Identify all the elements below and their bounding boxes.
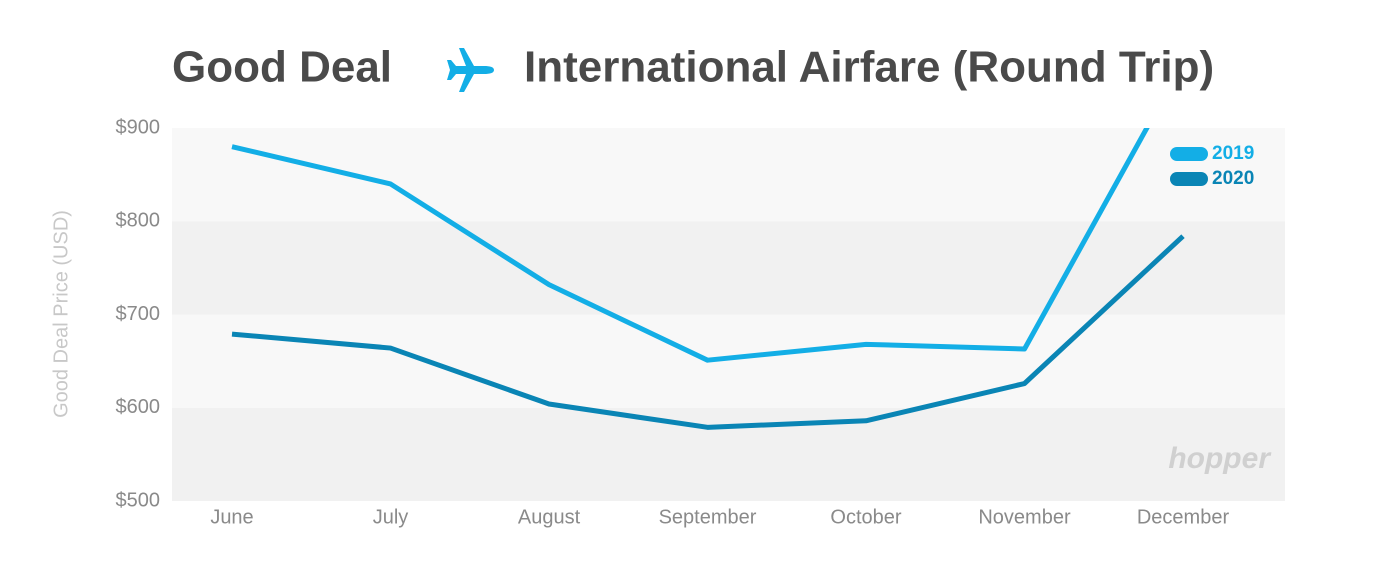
x-tick-label: July <box>373 506 409 528</box>
legend-swatch <box>1170 147 1208 161</box>
x-tick-label: November <box>978 506 1071 528</box>
series-line <box>231 128 1150 363</box>
y-tick-label: $800 <box>116 210 161 232</box>
y-tick-label: $900 <box>116 116 161 138</box>
x-tick-label: August <box>518 506 581 528</box>
chart-subtitle: International Airfare (Round Trip) <box>524 43 1214 92</box>
plane-icon <box>447 48 494 92</box>
grid-band <box>172 314 1285 408</box>
legend-label: 2020 <box>1212 168 1254 189</box>
chart-title: Good Deal <box>172 43 392 92</box>
y-axis-label: Good Deal Price (USD) <box>50 210 72 418</box>
y-tick-label: $700 <box>116 303 161 325</box>
grid-band <box>172 221 1285 315</box>
y-tick-label: $500 <box>116 489 161 511</box>
series-line <box>231 234 1185 430</box>
legend-label: 2019 <box>1212 143 1254 164</box>
x-tick-label: June <box>210 506 253 528</box>
grid-band <box>172 128 1285 222</box>
y-tick-label: $600 <box>116 396 161 418</box>
x-tick-label: September <box>659 506 757 528</box>
watermark: hopper <box>1168 442 1272 475</box>
legend-swatch <box>1170 172 1208 186</box>
grid-band <box>172 407 1285 501</box>
x-tick-label: December <box>1137 506 1230 528</box>
x-tick-label: October <box>830 506 901 528</box>
